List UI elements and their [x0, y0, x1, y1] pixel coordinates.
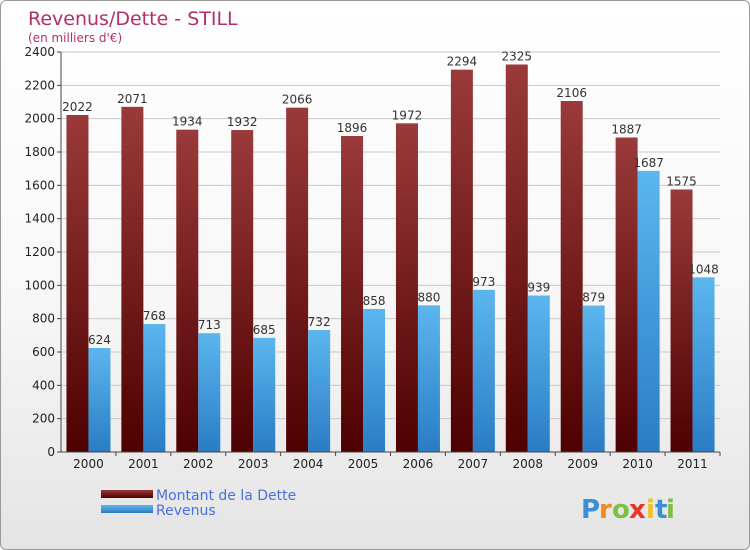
value-label: 1575: [666, 175, 697, 189]
value-label: 1934: [172, 115, 203, 129]
value-label: 685: [253, 323, 276, 337]
x-tick-label: 2002: [183, 457, 214, 471]
y-tick-label: 800: [32, 312, 55, 326]
bar-dette: [395, 123, 418, 452]
y-tick-label: 1000: [24, 278, 55, 292]
bar-revenus: [308, 330, 331, 452]
bar-revenus: [527, 295, 550, 452]
value-label: 880: [418, 290, 441, 304]
x-tick-label: 2005: [348, 457, 379, 471]
y-tick-label: 0: [47, 445, 55, 459]
logo-letter: x: [629, 495, 646, 525]
x-tick-label: 2009: [567, 457, 598, 471]
y-tick-label: 1200: [24, 245, 55, 259]
value-label: 1687: [633, 156, 664, 170]
logo-letter: r: [599, 495, 612, 525]
bar-dette: [615, 137, 638, 452]
proxiti-logo: Pr o x i ti: [581, 495, 675, 525]
bar-dette: [286, 107, 309, 453]
value-label: 2066: [282, 93, 313, 107]
y-tick-label: 2000: [24, 112, 55, 126]
bar-dette: [341, 136, 364, 452]
legend-swatch-debt: [101, 490, 153, 498]
value-label: 2106: [556, 86, 587, 100]
bar-dette: [450, 69, 473, 453]
value-label: 624: [88, 333, 111, 347]
chart-title: Revenus/Dette - STILL: [28, 8, 238, 30]
bar-dette: [66, 115, 89, 452]
bar-revenus: [417, 305, 440, 452]
x-tick-label: 2006: [403, 457, 434, 471]
y-tick-label: 600: [32, 345, 55, 359]
bar-revenus: [143, 324, 166, 452]
x-tick-label: 2011: [677, 457, 708, 471]
logo-letter: t: [655, 495, 667, 525]
logo-letter: i: [646, 495, 655, 525]
bar-dette: [560, 101, 583, 452]
value-label: 1887: [611, 123, 642, 137]
bar-revenus: [472, 289, 495, 452]
x-tick-label: 2000: [73, 457, 104, 471]
logo-letter: P: [581, 495, 600, 525]
y-tick-label: 2400: [24, 45, 55, 59]
value-label: 713: [198, 318, 221, 332]
bar-dette: [176, 129, 199, 452]
bar-dette: [121, 106, 144, 452]
bar-dette: [505, 64, 528, 452]
value-label: 768: [143, 309, 166, 323]
value-label: 1972: [392, 108, 423, 122]
value-label: 732: [308, 315, 331, 329]
logo-letter: i: [666, 495, 675, 525]
x-tick-label: 2004: [293, 457, 324, 471]
bar-revenus: [363, 309, 386, 452]
bar-revenus: [582, 305, 605, 452]
value-label: 2022: [62, 100, 93, 114]
x-tick-label: 2008: [513, 457, 544, 471]
bar-revenus: [692, 277, 715, 452]
value-label: 2325: [502, 50, 533, 64]
logo-letter: o: [612, 495, 630, 525]
value-label: 2071: [117, 92, 148, 106]
y-tick-label: 2200: [24, 78, 55, 92]
bars: [66, 64, 715, 453]
y-tick-label: 200: [32, 412, 55, 426]
bar-revenus: [637, 170, 660, 453]
legend-swatch-revenus: [101, 505, 153, 513]
value-label: 2294: [447, 55, 478, 69]
bar-revenus: [88, 348, 111, 452]
axes: 0 200 400 600 800 1000 1200 1400 1600 1800 2000 220…: [24, 45, 721, 471]
y-tick-label: 400: [32, 378, 55, 392]
value-label: 879: [582, 291, 605, 305]
y-tick-label: 1800: [24, 145, 55, 159]
chart-subtitle: (en milliers d'€): [28, 31, 122, 45]
legend: Montant de la Dette Revenus: [101, 488, 296, 519]
value-label: 939: [527, 281, 550, 295]
value-label: 1932: [227, 115, 258, 129]
legend-label-debt: Montant de la Dette: [156, 488, 296, 504]
grid-lines: [61, 51, 720, 453]
x-tick-label: 2007: [458, 457, 489, 471]
bar-dette: [670, 189, 693, 452]
value-label: 1896: [337, 121, 368, 135]
x-tick-label: 2010: [622, 457, 653, 471]
x-tick-label: 2003: [238, 457, 269, 471]
value-label: 973: [472, 275, 495, 289]
legend-label-revenus: Revenus: [156, 503, 216, 519]
y-tick-label: 1600: [24, 178, 55, 192]
y-tick-label: 1400: [24, 212, 55, 226]
bar-dette: [231, 130, 254, 452]
bar-revenus: [253, 337, 276, 452]
x-tick-label: 2001: [128, 457, 159, 471]
bar-revenus: [198, 333, 221, 452]
value-label: 858: [363, 294, 386, 308]
value-labels: 2022 624 2071 768 1934 713 1932 685 2066 732 1896 8…: [62, 50, 719, 348]
value-label: 1048: [688, 262, 719, 276]
